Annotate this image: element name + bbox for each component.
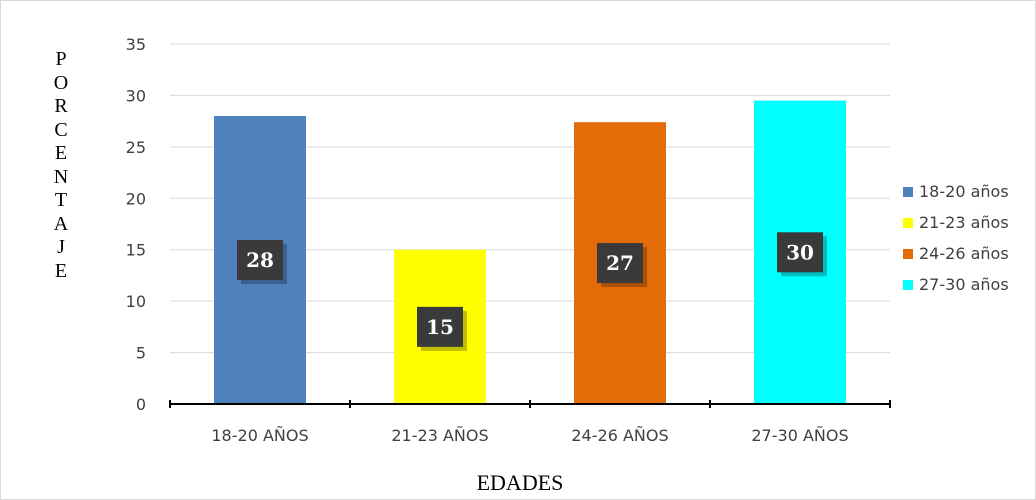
legend-item: 21-23 años [903, 207, 1009, 238]
x-tick-label: 24-26 AÑOS [571, 426, 668, 445]
y-axis-label-letter: O [53, 71, 69, 94]
data-label: 28 [246, 248, 274, 272]
y-tick-label: 35 [126, 35, 146, 54]
y-tick-label: 30 [126, 86, 146, 105]
y-axis-label-letter: C [54, 118, 68, 141]
legend-swatch [903, 186, 913, 197]
y-tick-label: 15 [126, 241, 146, 260]
legend-item: 27-30 años [903, 269, 1009, 300]
y-tick-label: 20 [126, 189, 146, 208]
y-axis-label-letter: E [54, 259, 68, 282]
legend-label: 27-30 años [919, 275, 1009, 294]
y-axis-label-letter: N [53, 165, 69, 188]
y-axis-label-letter: R [54, 95, 68, 117]
legend-label: 21-23 años [919, 213, 1009, 232]
legend-swatch [903, 279, 913, 290]
y-axis-label-letter: P [55, 48, 67, 70]
y-axis-label-letter: A [53, 212, 69, 235]
legend-label: 24-26 años [919, 244, 1009, 263]
legend-swatch [903, 217, 913, 228]
data-label-box [237, 240, 283, 280]
legend-swatch [903, 248, 913, 259]
data-label-box [777, 232, 823, 273]
legend-item: 18-20 años [903, 176, 1009, 207]
data-label: 15 [426, 315, 454, 339]
y-axis-label-letter: E [54, 142, 68, 164]
data-label: 30 [786, 240, 814, 264]
y-tick-label: 25 [126, 138, 146, 157]
data-label-box [597, 243, 643, 284]
x-tick-label: 27-30 AÑOS [751, 426, 848, 445]
x-tick-label: 21-23 AÑOS [391, 426, 488, 445]
y-tick-label: 0 [136, 395, 146, 414]
data-label: 27 [606, 251, 634, 275]
legend-item: 24-26 años [903, 238, 1009, 269]
y-axis-label-letter: J [57, 236, 65, 258]
legend-label: 18-20 años [919, 182, 1009, 201]
y-tick-label: 10 [126, 292, 146, 311]
data-label-box [417, 306, 463, 347]
y-axis-label-letter: T [54, 189, 68, 211]
y-tick-label: 5 [136, 344, 146, 363]
x-axis-label: EDADES [476, 470, 564, 495]
x-tick-label: 18-20 AÑOS [211, 426, 308, 445]
legend: 18-20 años 21-23 años 24-26 años 27-30 años [903, 176, 1009, 300]
